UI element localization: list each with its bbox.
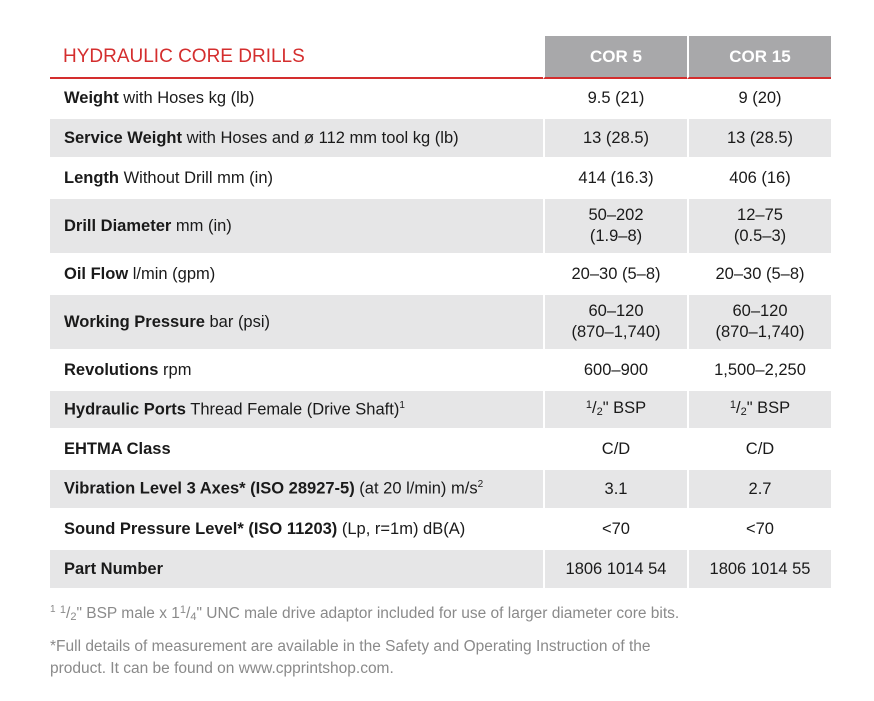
- value-cor15: 9 (20): [687, 79, 831, 119]
- table-row: Service Weight with Hoses and ø 112 mm t…: [50, 119, 831, 159]
- row-label: Vibration Level 3 Axes* (ISO 28927-5) (a…: [50, 470, 543, 510]
- model-header-cor5: COR 5: [543, 36, 687, 79]
- table-title: HYDRAULIC CORE DRILLS: [50, 36, 543, 79]
- value-cor15: 2.7: [687, 470, 831, 510]
- spec-table-container: HYDRAULIC CORE DRILLS COR 5 COR 15 Weigh…: [50, 36, 831, 590]
- row-label: Part Number: [50, 550, 543, 590]
- value-cor5: 50–202 (1.9–8): [543, 199, 687, 255]
- row-label: Weight with Hoses kg (lb): [50, 79, 543, 119]
- value-cor5: 20–30 (5–8): [543, 255, 687, 295]
- value-cor5: 3.1: [543, 470, 687, 510]
- table-row: Part Number 1806 1014 54 1806 1014 55: [50, 550, 831, 590]
- table-row: Revolutions rpm 600–900 1,500–2,250: [50, 351, 831, 391]
- value-cor15: 1,500–2,250: [687, 351, 831, 391]
- table-row: EHTMA Class C/D C/D: [50, 430, 831, 470]
- footnote-line: product. It can be found on www.cpprints…: [50, 660, 394, 677]
- model-header-cor15: COR 15: [687, 36, 831, 79]
- value-cor15: 13 (28.5): [687, 119, 831, 159]
- spec-table: HYDRAULIC CORE DRILLS COR 5 COR 15 Weigh…: [50, 36, 831, 590]
- value-cor5: C/D: [543, 430, 687, 470]
- value-cor5: 600–900: [543, 351, 687, 391]
- table-row: Hydraulic Ports Thread Female (Drive Sha…: [50, 391, 831, 430]
- row-label: Hydraulic Ports Thread Female (Drive Sha…: [50, 391, 543, 430]
- row-label: Length Without Drill mm (in): [50, 159, 543, 199]
- footnote-measurement: *Full details of measurement are availab…: [50, 636, 651, 680]
- row-label: EHTMA Class: [50, 430, 543, 470]
- value-cor5: 13 (28.5): [543, 119, 687, 159]
- table-row: Sound Pressure Level* (ISO 11203) (Lp, r…: [50, 510, 831, 550]
- footnote-line: *Full details of measurement are availab…: [50, 638, 651, 655]
- value-cor15: 20–30 (5–8): [687, 255, 831, 295]
- table-row: Length Without Drill mm (in) 414 (16.3) …: [50, 159, 831, 199]
- value-cor5: 414 (16.3): [543, 159, 687, 199]
- table-row: Drill Diameter mm (in) 50–202 (1.9–8) 12–…: [50, 199, 831, 255]
- row-label: Service Weight with Hoses and ø 112 mm t…: [50, 119, 543, 159]
- value-cor5: 1806 1014 54: [543, 550, 687, 590]
- value-cor15: 12–75 (0.5–3): [687, 199, 831, 255]
- value-cor15: 1/2" BSP: [687, 391, 831, 430]
- value-cor15: <70: [687, 510, 831, 550]
- row-label: Oil Flow l/min (gpm): [50, 255, 543, 295]
- value-cor15: 406 (16): [687, 159, 831, 199]
- table-row: Weight with Hoses kg (lb) 9.5 (21) 9 (20…: [50, 79, 831, 119]
- header-row: HYDRAULIC CORE DRILLS COR 5 COR 15: [50, 36, 831, 79]
- value-cor15: C/D: [687, 430, 831, 470]
- row-label: Working Pressure bar (psi): [50, 295, 543, 351]
- row-label: Sound Pressure Level* (ISO 11203) (Lp, r…: [50, 510, 543, 550]
- table-row: Working Pressure bar (psi) 60–120 (870–1,…: [50, 295, 831, 351]
- value-cor5: 1/2" BSP: [543, 391, 687, 430]
- footnote-adaptor: 1 1/2" BSP male x 11/4" UNC male drive a…: [50, 604, 680, 624]
- row-label: Revolutions rpm: [50, 351, 543, 391]
- value-cor5: 9.5 (21): [543, 79, 687, 119]
- value-cor5: <70: [543, 510, 687, 550]
- value-cor5: 60–120 (870–1,740): [543, 295, 687, 351]
- value-cor15: 1806 1014 55: [687, 550, 831, 590]
- table-row: Oil Flow l/min (gpm) 20–30 (5–8) 20–30 (…: [50, 255, 831, 295]
- value-cor15: 60–120 (870–1,740): [687, 295, 831, 351]
- row-label: Drill Diameter mm (in): [50, 199, 543, 255]
- table-row: Vibration Level 3 Axes* (ISO 28927-5) (a…: [50, 470, 831, 510]
